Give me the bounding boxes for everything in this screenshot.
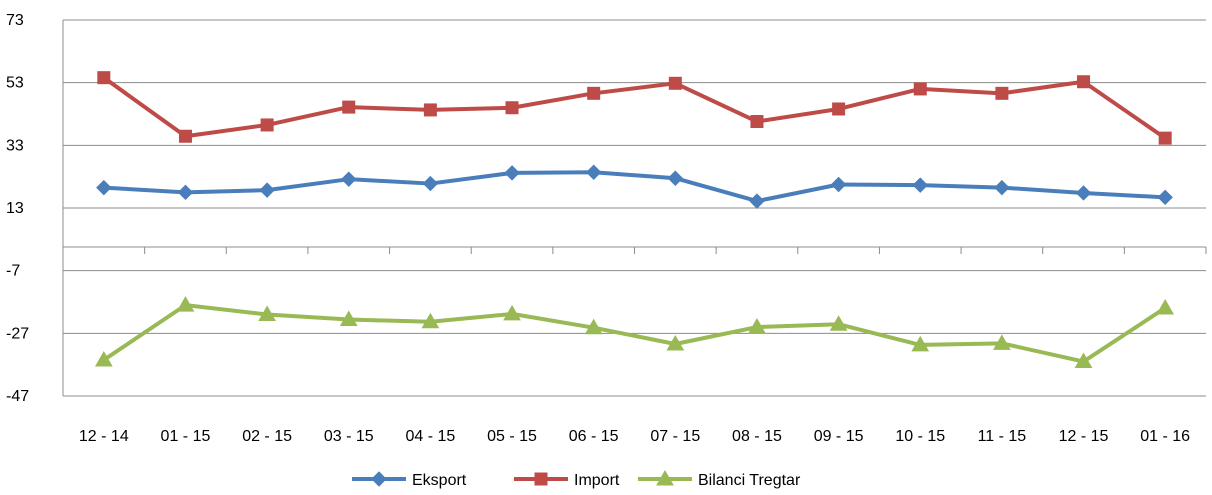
legend-item-import: Import — [514, 472, 620, 489]
legend-item-bilanci-tregtar: Bilanci Tregtar — [638, 469, 801, 489]
data-point-eksport — [96, 179, 112, 196]
legend-swatch-marker — [534, 472, 548, 486]
y-tick-label: 53 — [6, 75, 24, 92]
x-tick-label: 07 - 15 — [650, 428, 700, 445]
data-point-import — [260, 118, 274, 132]
axes — [62, 20, 1207, 396]
data-point-import — [587, 86, 601, 100]
series-lines — [94, 71, 1175, 369]
data-point-eksport — [585, 164, 602, 180]
series-line-import — [101, 75, 1168, 141]
data-point-eksport — [1075, 185, 1092, 201]
x-tick-label: 02 - 15 — [242, 428, 292, 445]
data-point-eksport — [749, 193, 765, 209]
x-tick-labels: 12 - 14 01 - 15 02 - 15 03 - 15 04 - 15 05 - … — [79, 428, 1190, 445]
x-tick-label: 12 - 14 — [79, 428, 129, 445]
data-point-eksport — [259, 182, 275, 198]
data-point-bilanci-tregtar — [339, 310, 358, 327]
data-point-bilanci-tregtar — [176, 296, 195, 312]
y-tick-label: 73 — [6, 12, 24, 29]
data-point-import — [178, 129, 192, 143]
data-point-bilanci-tregtar — [829, 315, 848, 331]
legend-label: Bilanci Tregtar — [698, 472, 801, 489]
data-point-bilanci-tregtar — [258, 305, 276, 322]
data-point-eksport — [177, 184, 194, 201]
data-point-import — [1077, 75, 1091, 89]
data-point-import — [1158, 131, 1172, 145]
data-point-import — [668, 76, 682, 90]
gridlines — [63, 19, 1206, 397]
data-point-eksport — [341, 171, 357, 187]
data-point-import — [342, 100, 356, 114]
x-tick-label: 01 - 16 — [1140, 428, 1190, 445]
data-point-bilanci-tregtar — [1156, 298, 1175, 315]
x-tick-label: 01 - 15 — [161, 428, 211, 445]
series-import — [97, 71, 1172, 145]
series-bilanci-tregtar — [94, 296, 1175, 369]
x-tick-label: 12 - 15 — [1059, 428, 1109, 445]
series-eksport — [96, 164, 1173, 209]
x-tick-label: 11 - 15 — [978, 428, 1027, 445]
y-tick-label: -27 — [6, 325, 29, 342]
x-tick-label: 08 - 15 — [732, 428, 782, 445]
data-point-import — [832, 102, 846, 116]
data-point-import — [995, 86, 1009, 100]
y-tick-label: 33 — [6, 137, 24, 154]
data-point-eksport — [1157, 189, 1173, 206]
data-point-eksport — [504, 165, 520, 181]
data-point-eksport — [912, 177, 928, 193]
x-tick-label: 03 - 15 — [324, 428, 374, 445]
data-point-import — [423, 103, 437, 117]
data-point-eksport — [830, 176, 847, 193]
y-tick-label: -47 — [6, 388, 29, 405]
data-point-import — [97, 71, 111, 85]
x-tick-label: 05 - 15 — [487, 428, 537, 445]
x-tick-label: 10 - 15 — [895, 428, 945, 445]
data-point-bilanci-tregtar — [1074, 352, 1093, 369]
legend-swatch-marker — [371, 471, 387, 487]
legend: Eksport Import Bilanci Tregtar — [352, 469, 801, 489]
data-point-eksport — [667, 170, 684, 186]
series-line-eksport — [101, 170, 1168, 204]
y-tick-labels: 73 53 33 13 -7 -27 -47 — [6, 12, 29, 405]
legend-swatch-marker — [656, 469, 674, 486]
legend-item-eksport: Eksport — [352, 471, 467, 489]
data-point-bilanci-tregtar — [503, 304, 521, 321]
y-tick-label: -7 — [6, 263, 20, 280]
data-point-bilanci-tregtar — [94, 350, 113, 367]
data-point-bilanci-tregtar — [748, 318, 766, 334]
data-point-bilanci-tregtar — [993, 334, 1011, 350]
legend-label: Import — [574, 472, 620, 489]
data-point-bilanci-tregtar — [421, 312, 440, 329]
legend-label: Eksport — [412, 472, 467, 489]
data-point-eksport — [422, 175, 439, 192]
y-tick-label: 13 — [6, 200, 24, 217]
data-point-eksport — [994, 179, 1010, 196]
data-point-bilanci-tregtar — [584, 318, 603, 335]
data-point-import — [750, 115, 764, 129]
data-point-import — [913, 82, 927, 96]
series-line-bilanci-tregtar — [101, 303, 1168, 364]
x-tick-label: 04 - 15 — [405, 428, 455, 445]
data-point-bilanci-tregtar — [911, 335, 930, 352]
x-tick-label: 06 - 15 — [569, 428, 619, 445]
data-point-bilanci-tregtar — [666, 334, 685, 351]
x-tick-label: 09 - 15 — [814, 428, 864, 445]
data-point-import — [505, 101, 519, 115]
